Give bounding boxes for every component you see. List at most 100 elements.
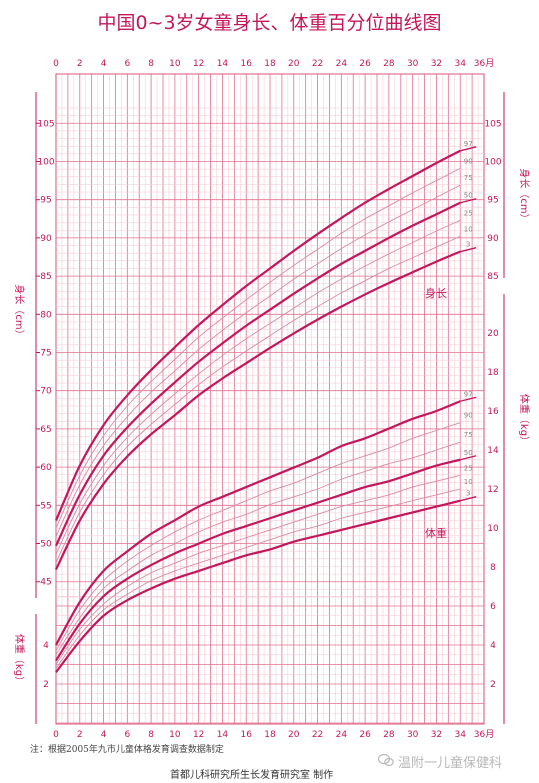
length-series-p10: [55, 235, 461, 563]
weight-series-end-p3: [460, 496, 477, 502]
weight-series-p10: [55, 488, 461, 669]
weight-percentile-label-p10: 10: [464, 478, 473, 486]
length-series-end-p97: [460, 146, 477, 152]
x-tick-label-bottom: 8: [148, 730, 154, 740]
x-tick-label-top: 2: [77, 59, 83, 69]
chart-maker: 首都儿科研究所生长发育研究室 制作: [170, 770, 334, 781]
y-tick-label-weight-right: 4: [490, 641, 496, 651]
length-curves: [54, 146, 477, 570]
x-tick-label-top: 0: [53, 59, 59, 69]
y-tick-label-length-right: 90: [487, 234, 499, 244]
y-tick-label-length-left: 65: [40, 425, 51, 435]
y-tick-label-weight-right: 2: [490, 680, 496, 690]
x-tick-label-top: 36月: [474, 58, 494, 69]
y-tick-label-weight-left: 2: [43, 680, 49, 690]
length-series-p3: [55, 250, 461, 570]
x-tick-label-bottom: 6: [124, 730, 130, 740]
weight-series-p90: [55, 422, 461, 652]
y-tick-label-length-left: 105: [37, 119, 54, 129]
wechat-icon: [378, 753, 394, 767]
y-tick-label-length-left: 45: [40, 578, 51, 588]
y-tick-label-length-left: 80: [40, 310, 52, 320]
weight-curves: [55, 396, 477, 673]
x-tick-label-top: 14: [217, 59, 229, 69]
length-section-label: 身长: [425, 286, 447, 300]
length-series-p75: [55, 184, 461, 537]
length-percentile-label-p50: 50: [464, 192, 473, 200]
length-series-p50: [55, 201, 461, 547]
x-tick-label-bottom: 18: [264, 730, 276, 740]
x-tick-label-top: 26: [359, 59, 371, 69]
x-tick-label-bottom: 12: [193, 730, 204, 740]
chart-title: 中国0~3岁女童身长、体重百分位曲线图: [97, 12, 442, 34]
weight-series-p75: [55, 441, 461, 655]
x-tick-label-top: 32: [431, 59, 442, 69]
weight-percentile-label-p90: 90: [464, 412, 473, 420]
weight-section-label: 体重: [425, 526, 447, 540]
length-percentile-label-p90: 90: [464, 157, 473, 165]
y-tick-label-weight-right: 6: [490, 602, 496, 612]
x-tick-label-bottom: 4: [101, 730, 107, 740]
x-tick-label-bottom: 2: [77, 730, 83, 740]
y-tick-label-weight-right: 16: [487, 407, 499, 417]
y-tick-label-length-left: 85: [40, 272, 51, 282]
y-tick-label-length-left: 100: [37, 157, 54, 167]
y-tick-label-weight-left: 4: [43, 641, 49, 651]
y-tick-label-weight-right: 8: [490, 563, 496, 573]
weight-series-end-p97: [460, 396, 477, 402]
y-tick-label-weight-right: 14: [487, 446, 499, 456]
y-tick-label-length-right: 85: [487, 272, 498, 282]
x-tick-label-top: 8: [148, 59, 154, 69]
y-axis-title-length-right: 身长（cm）: [518, 168, 531, 223]
y-axis-title-length-left: 身长（cm）: [13, 284, 26, 339]
y-tick-label-weight-right: 20: [487, 329, 499, 339]
y-tick-label-length-left: 90: [40, 234, 52, 244]
x-tick-label-top: 6: [124, 59, 130, 69]
length-percentile-label-p25: 25: [464, 209, 473, 217]
x-tick-label-bottom: 16: [240, 730, 252, 740]
y-tick-label-length-left: 70: [40, 387, 52, 397]
length-series-p90: [55, 167, 461, 529]
x-tick-label-bottom: 28: [383, 730, 395, 740]
weight-series-end-p50: [460, 455, 477, 461]
x-tick-label-bottom: 14: [217, 730, 229, 740]
weight-series-p25: [55, 474, 461, 665]
y-axis-title-weight-left: 体重（kg）: [13, 634, 26, 686]
weight-percentile-label-p50: 50: [464, 449, 473, 457]
y-tick-label-length-left: 50: [40, 540, 52, 550]
x-tick-label-top: 28: [383, 59, 395, 69]
y-tick-label-length-left: 55: [40, 501, 51, 511]
x-tick-label-bottom: 20: [288, 730, 300, 740]
x-tick-label-bottom: 22: [312, 730, 323, 740]
x-tick-label-bottom: 26: [359, 730, 371, 740]
watermark: 温附一儿童保健科: [398, 756, 503, 771]
x-tick-label-bottom: 36月: [474, 729, 494, 740]
x-tick-label-top: 4: [101, 59, 107, 69]
chart-note: 注：根据2005年九市儿童体格发育调查数据制定: [30, 745, 224, 755]
x-tick-label-top: 24: [336, 59, 348, 69]
y-axis-title-weight-right: 体重（kg）: [518, 394, 531, 446]
y-tick-label-length-right: 105: [484, 119, 501, 129]
length-percentile-label-p10: 10: [464, 225, 473, 233]
y-tick-label-length-left: 75: [40, 349, 51, 359]
x-tick-label-top: 30: [407, 59, 419, 69]
weight-percentile-label-p97: 97: [464, 390, 473, 398]
weight-series-p50: [55, 458, 461, 662]
x-tick-label-top: 10: [169, 59, 181, 69]
x-tick-label-top: 34: [454, 59, 466, 69]
x-tick-label-top: 18: [264, 59, 276, 69]
x-tick-label-bottom: 24: [336, 730, 348, 740]
x-tick-label-bottom: 30: [407, 730, 419, 740]
weight-series-p3: [55, 499, 461, 673]
x-tick-label-top: 16: [240, 59, 252, 69]
weight-percentile-label-p75: 75: [464, 431, 473, 439]
y-tick-label-weight-right: 12: [487, 485, 498, 495]
y-tick-label-length-right: 95: [487, 196, 498, 206]
x-tick-label-top: 12: [193, 59, 204, 69]
x-tick-label-bottom: 0: [53, 730, 59, 740]
x-tick-label-bottom: 34: [454, 730, 466, 740]
length-series-end-p3: [460, 246, 477, 253]
length-percentile-label-p3: 3: [466, 241, 470, 249]
length-percentile-label-p75: 75: [464, 174, 473, 182]
